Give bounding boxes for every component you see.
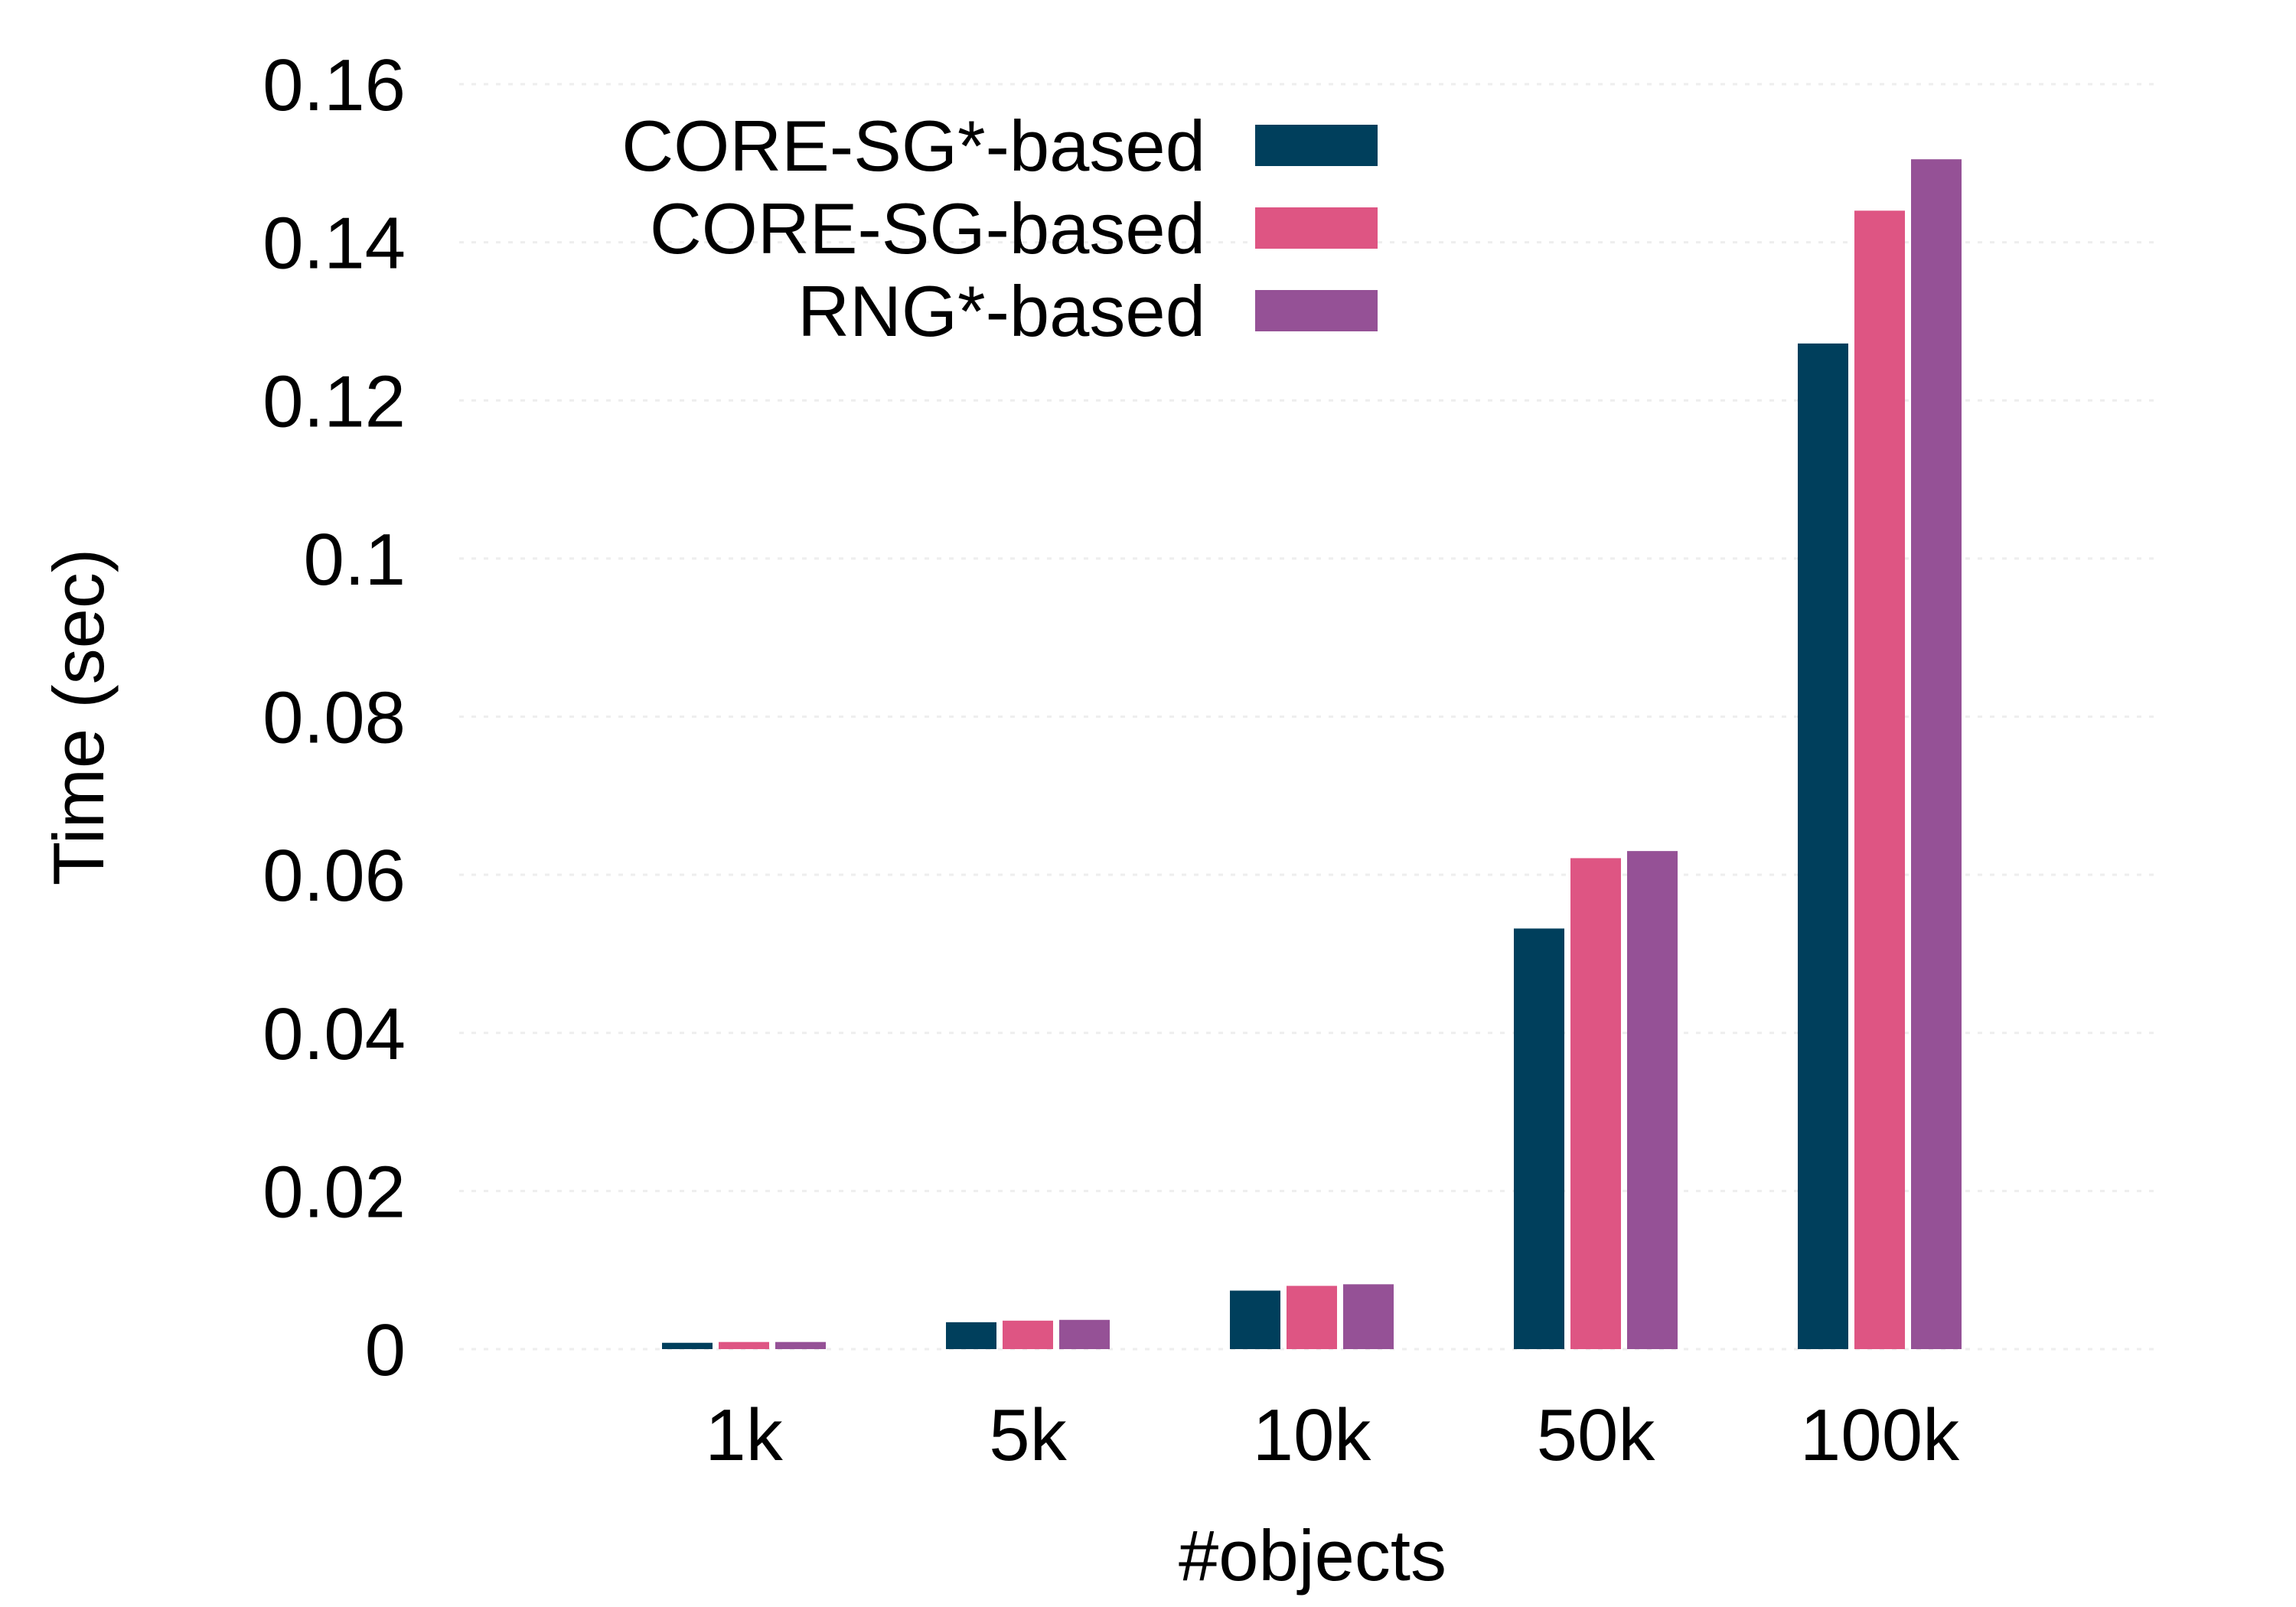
bar-CORE-SG*-based-50k (1514, 928, 1564, 1349)
y-tick-label: 0.1 (304, 519, 406, 601)
x-tick-label: 100k (1800, 1394, 1960, 1476)
bar-CORE-SG*-based-10k (1230, 1290, 1280, 1349)
bar-CORE-SG*-based-100k (1798, 343, 1848, 1349)
y-tick-labels: 0 0.02 0.04 0.06 0.08 0.1 0.12 0.14 0.16 (263, 44, 406, 1391)
legend-label: CORE-SG-based (650, 188, 1205, 269)
y-tick-label: 0.12 (263, 360, 406, 442)
y-tick-label: 0 (365, 1309, 406, 1391)
legend-swatch (1255, 125, 1378, 166)
bar-RNG*-based-1k (775, 1341, 826, 1349)
bar-CORE-SG-based-50k (1570, 858, 1621, 1349)
x-axis-label: #objects (1179, 1515, 1446, 1596)
legend-label: CORE-SG*-based (621, 106, 1205, 186)
y-tick-label: 0.06 (263, 835, 406, 917)
legend-swatch (1255, 207, 1378, 249)
legend-label: RNG*-based (797, 271, 1205, 351)
x-tick-label: 1k (705, 1394, 783, 1476)
bar-CORE-SG-based-10k (1287, 1286, 1337, 1349)
bars (662, 159, 1962, 1350)
y-tick-label: 0.04 (263, 993, 406, 1075)
bar-CORE-SG-based-100k (1854, 210, 1905, 1349)
bar-CORE-SG-based-1k (719, 1341, 769, 1349)
x-tick-label: 50k (1537, 1394, 1656, 1476)
bar-RNG*-based-100k (1911, 159, 1962, 1350)
y-tick-label: 0.02 (263, 1151, 406, 1233)
y-tick-label: 0.16 (263, 44, 406, 126)
x-tick-labels: 1k 5k 10k 50k 100k (705, 1394, 1960, 1476)
y-tick-label: 0.14 (263, 203, 406, 285)
bar-CORE-SG*-based-1k (662, 1342, 713, 1349)
x-tick-label: 5k (989, 1394, 1067, 1476)
legend-swatch (1255, 290, 1378, 331)
bar-RNG*-based-10k (1343, 1284, 1394, 1349)
bar-CORE-SG*-based-5k (946, 1322, 996, 1349)
y-tick-label: 0.08 (263, 677, 406, 759)
bar-RNG*-based-50k (1627, 851, 1678, 1349)
y-axis-label: Time (sec) (38, 549, 119, 885)
bar-CORE-SG-based-5k (1003, 1320, 1053, 1349)
bar-RNG*-based-5k (1059, 1319, 1110, 1349)
x-tick-label: 10k (1253, 1394, 1372, 1476)
